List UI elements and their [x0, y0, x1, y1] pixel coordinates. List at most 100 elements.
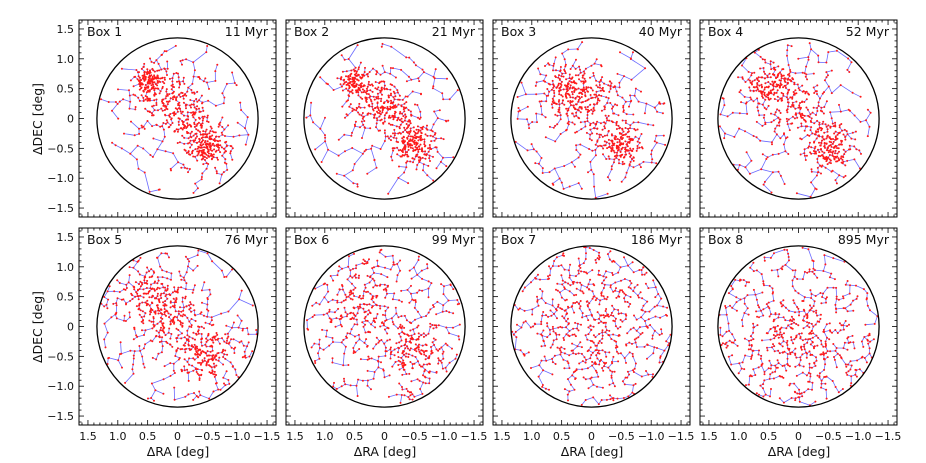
data-point — [625, 153, 628, 156]
data-point — [187, 86, 190, 89]
data-point — [424, 133, 427, 136]
data-point — [611, 142, 614, 145]
data-point — [118, 100, 121, 103]
data-point — [442, 98, 445, 101]
mst-edge — [595, 193, 608, 199]
data-point — [551, 100, 554, 103]
data-point — [379, 110, 382, 113]
data-point — [638, 146, 641, 149]
data-point — [433, 139, 436, 142]
data-point — [407, 182, 410, 185]
data-point — [222, 102, 225, 105]
data-point — [367, 80, 370, 83]
data-point — [636, 128, 639, 131]
data-point — [199, 133, 202, 136]
data-point — [392, 67, 394, 70]
data-point — [178, 93, 181, 96]
boundary-circle — [303, 37, 466, 200]
data-point — [520, 81, 523, 84]
data-point — [417, 130, 420, 133]
data-point — [420, 134, 423, 137]
data-point — [580, 96, 583, 98]
data-point — [137, 167, 140, 170]
mst-edge — [149, 189, 159, 193]
data-point — [111, 109, 113, 112]
data-point — [176, 130, 179, 133]
data-point — [622, 130, 625, 133]
data-point — [352, 182, 355, 185]
data-point — [595, 90, 598, 93]
data-point — [399, 123, 402, 126]
mst-edge — [336, 173, 345, 177]
data-point — [618, 81, 621, 84]
data-point — [574, 108, 576, 110]
data-point — [375, 122, 378, 125]
data-point — [435, 137, 438, 140]
data-point — [519, 109, 521, 112]
data-point — [403, 126, 406, 129]
mst-edge — [572, 59, 577, 66]
data-point — [219, 139, 221, 142]
data-point — [201, 136, 204, 139]
data-point — [153, 61, 156, 64]
data-point — [369, 84, 372, 87]
data-point — [387, 96, 390, 99]
data-point — [365, 87, 368, 90]
data-point — [625, 143, 628, 146]
data-point — [305, 116, 308, 119]
data-point — [206, 114, 209, 117]
data-point — [184, 166, 186, 169]
data-point — [351, 107, 354, 110]
data-point — [584, 91, 587, 94]
data-point — [558, 78, 561, 81]
data-point — [617, 149, 619, 152]
mst-edge — [166, 45, 177, 52]
data-point — [163, 135, 166, 138]
data-point — [562, 75, 565, 78]
data-point — [192, 103, 195, 106]
data-point — [600, 65, 603, 68]
data-point — [146, 96, 149, 98]
data-point — [154, 83, 157, 86]
data-point — [412, 161, 414, 164]
data-point — [152, 83, 154, 86]
data-point — [432, 75, 435, 78]
data-point — [591, 132, 594, 135]
data-point — [177, 76, 180, 79]
data-point — [363, 106, 366, 109]
data-point — [637, 100, 640, 103]
data-point — [427, 164, 430, 167]
data-point — [613, 151, 616, 154]
data-point — [393, 85, 396, 88]
data-point — [567, 48, 570, 51]
mst-edge — [619, 75, 625, 84]
data-point — [606, 176, 609, 179]
data-point — [578, 65, 581, 68]
data-point — [210, 154, 213, 157]
data-point — [393, 98, 396, 101]
data-point — [186, 125, 189, 128]
data-point — [371, 90, 374, 93]
data-point — [573, 80, 575, 83]
data-point — [598, 81, 601, 84]
data-point — [173, 130, 176, 132]
data-point — [603, 105, 606, 108]
data-point — [215, 172, 218, 175]
data-point — [615, 124, 618, 126]
data-point — [416, 132, 419, 135]
data-point — [392, 149, 395, 152]
data-point — [361, 152, 364, 155]
data-point — [428, 154, 431, 157]
data-point — [351, 131, 353, 134]
data-point — [176, 80, 178, 83]
data-point — [213, 148, 216, 151]
mst-edge — [411, 77, 419, 81]
data-point — [560, 94, 563, 97]
data-point — [351, 78, 354, 81]
data-point — [403, 102, 406, 105]
data-point — [142, 96, 145, 99]
data-point — [353, 123, 356, 126]
data-point — [146, 68, 149, 71]
data-point — [573, 81, 576, 84]
data-point — [544, 65, 546, 67]
